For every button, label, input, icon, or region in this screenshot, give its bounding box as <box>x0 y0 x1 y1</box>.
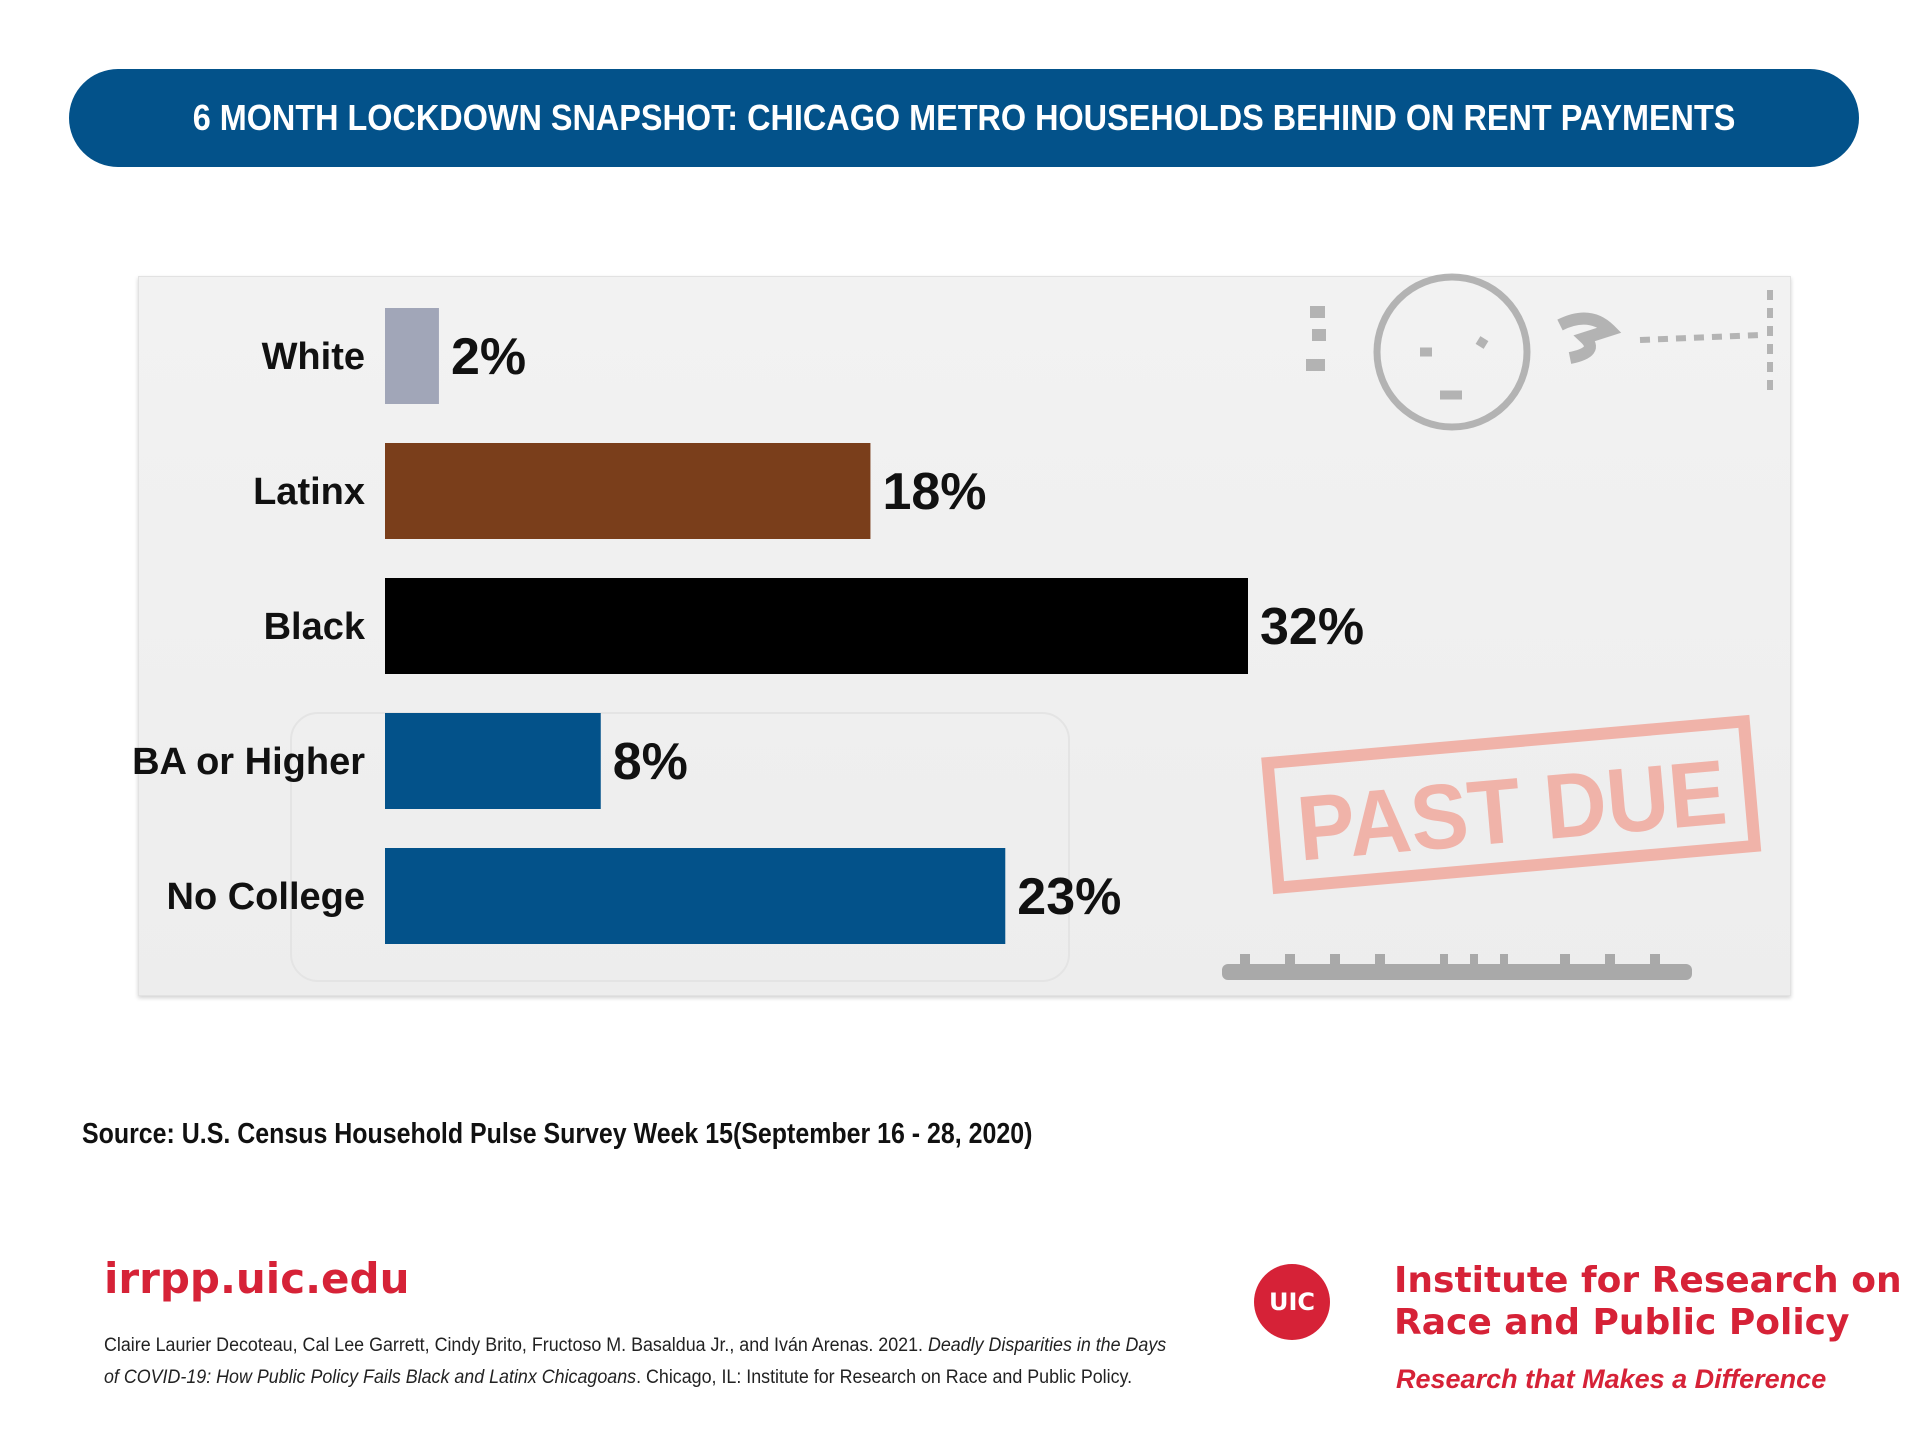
value-label: 2% <box>451 328 526 386</box>
citation-publisher: . Chicago, IL: Institute for Research on… <box>636 1367 1133 1388</box>
citation: Claire Laurier Decoteau, Cal Lee Garrett… <box>104 1330 1176 1394</box>
bar-black <box>385 578 1248 674</box>
uic-logo: UIC <box>1254 1264 1330 1340</box>
institute-line-2: Race and Public Policy <box>1394 1302 1850 1343</box>
category-label: Black <box>264 606 366 648</box>
barcode-icon <box>1222 954 1692 980</box>
citation-title: Deadly Disparities in the Days of COVID-… <box>104 1335 1167 1388</box>
source-note: Source: U.S. Census Household Pulse Surv… <box>82 1118 1033 1150</box>
envelope-window <box>290 712 1070 982</box>
value-label: 32% <box>1260 598 1364 656</box>
institute-name: Institute for Research on Race and Publi… <box>1394 1260 1902 1344</box>
tagline: Research that Makes a Difference <box>1396 1364 1827 1394</box>
past-due-stamp-icon: PAST DUE <box>1261 714 1762 895</box>
institute-line-1: Institute for Research on <box>1394 1260 1902 1301</box>
title-banner: 6 MONTH LOCKDOWN SNAPSHOT: CHICAGO METRO… <box>69 69 1859 167</box>
uic-logo-text: UIC <box>1268 1288 1316 1316</box>
category-label: BA or Higher <box>132 741 365 783</box>
bars-group: White 2% Latinx 18% Black 32% BA or Higher 8% No… <box>132 308 1364 944</box>
postmark-icon <box>1306 273 1773 431</box>
value-label: 18% <box>882 463 986 521</box>
bar-white <box>385 308 439 404</box>
category-label: Latinx <box>253 471 365 513</box>
category-label: No College <box>167 876 365 918</box>
value-label: 8% <box>613 733 688 791</box>
citation-authors: Claire Laurier Decoteau, Cal Lee Garrett… <box>104 1335 928 1356</box>
category-label: White <box>262 336 365 378</box>
bar-no-college <box>385 848 1006 944</box>
value-label: 23% <box>1017 868 1121 926</box>
bar-latinx <box>385 443 871 539</box>
bar-ba-or-higher <box>385 713 601 809</box>
website-link[interactable]: irrpp.uic.edu <box>104 1254 410 1303</box>
chart-title: 6 MONTH LOCKDOWN SNAPSHOT: CHICAGO METRO… <box>192 97 1736 138</box>
